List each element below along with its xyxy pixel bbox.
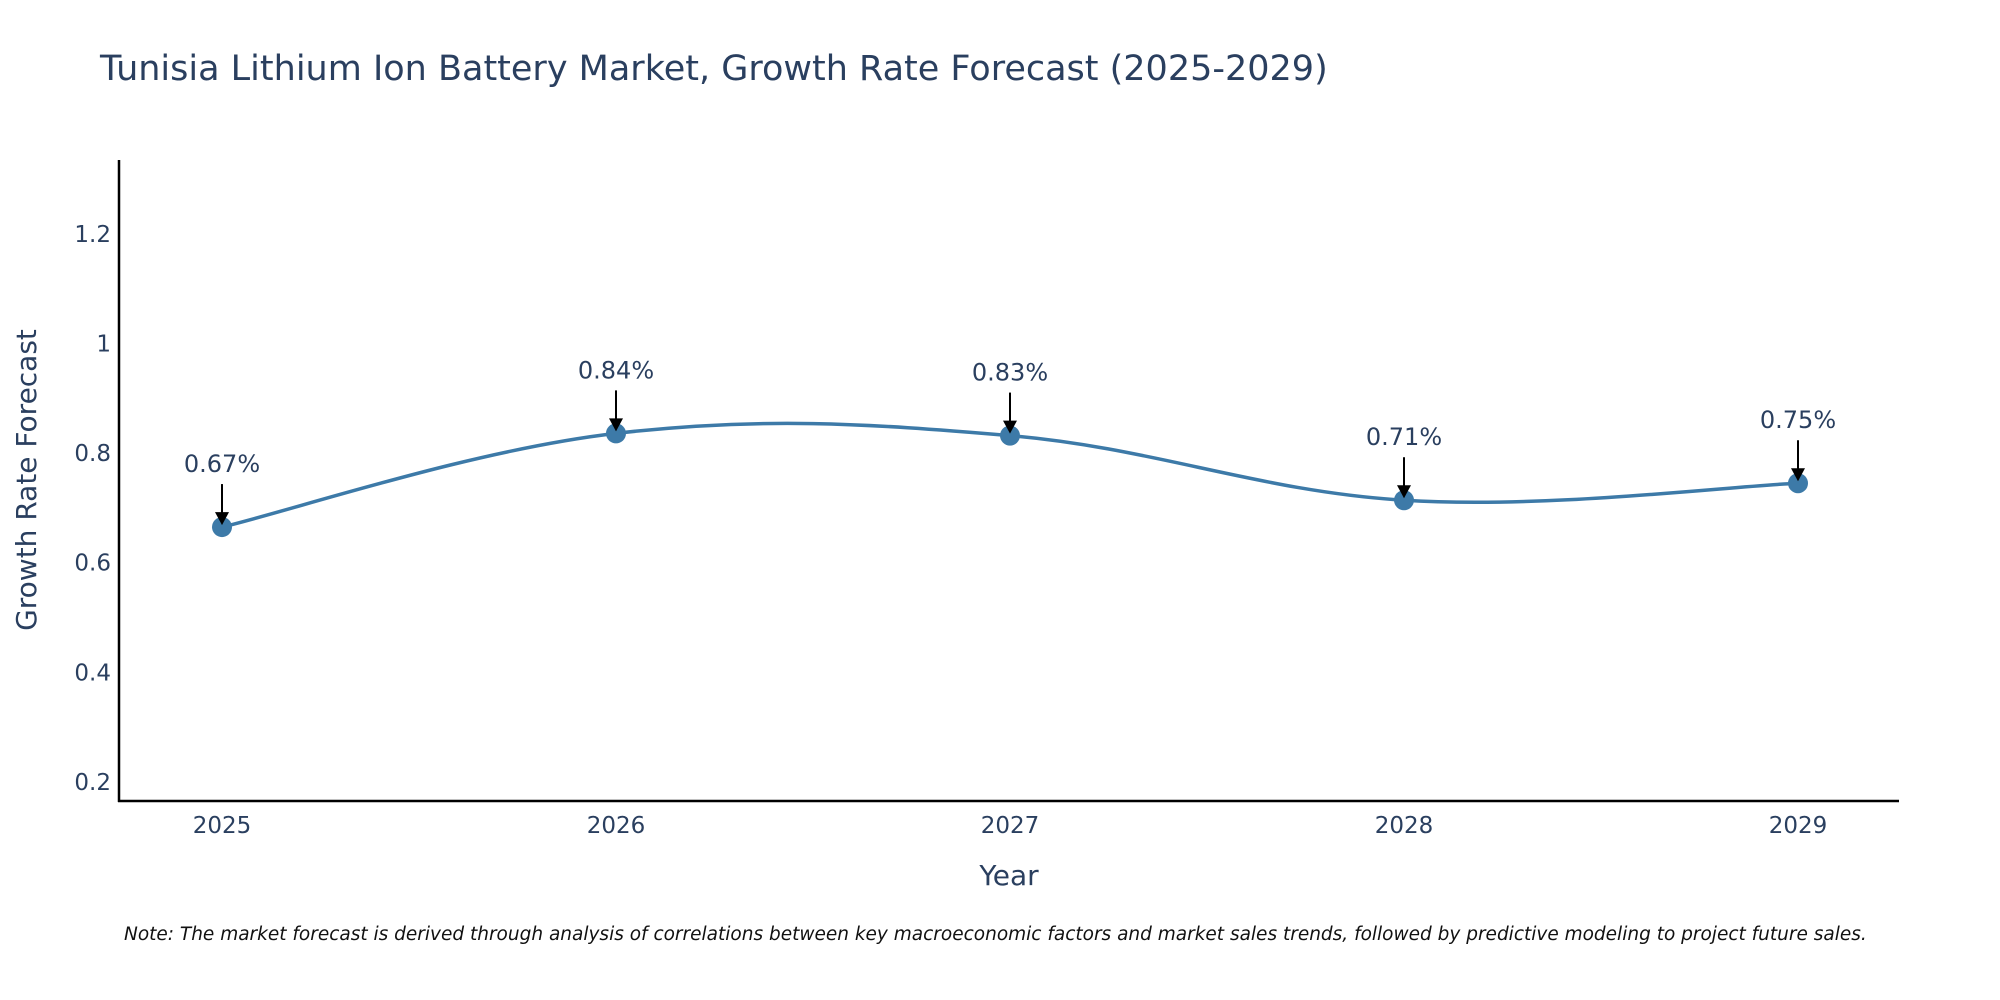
x-axis-title: Year <box>978 859 1039 892</box>
y-tick-label: 0.4 <box>74 660 111 686</box>
chart-title: Tunisia Lithium Ion Battery Market, Grow… <box>99 49 1328 89</box>
data-label: 0.67% <box>184 450 260 478</box>
y-tick-label: 0.6 <box>74 551 111 577</box>
y-axis-ticks: 0.2 0.4 0.6 0.8 1 1.2 <box>74 222 111 796</box>
y-tick-label: 1 <box>96 332 111 358</box>
data-points <box>212 423 1808 538</box>
footnote: Note: The market forecast is derived thr… <box>124 924 1867 945</box>
x-tick-label: 2025 <box>193 813 252 839</box>
data-point <box>1000 425 1020 446</box>
data-point <box>212 517 232 538</box>
y-axis-title: Growth Rate Forecast <box>10 329 43 631</box>
data-label: 0.84% <box>578 356 654 384</box>
x-axis-ticks: 2025 2026 2027 2028 2029 <box>193 813 1828 839</box>
data-label: 0.75% <box>1760 406 1836 434</box>
annotation-arrow-head <box>609 418 623 432</box>
data-annotations: 0.67% 0.84% 0.83% 0.71% 0.75% <box>184 356 1836 526</box>
x-tick-label: 2026 <box>587 813 646 839</box>
y-tick-label: 0.8 <box>74 441 111 467</box>
y-tick-label: 1.2 <box>74 222 111 248</box>
data-point <box>1394 490 1414 511</box>
data-label: 0.71% <box>1366 423 1442 451</box>
annotation-arrow-head <box>215 512 229 526</box>
x-tick-label: 2029 <box>1769 813 1828 839</box>
y-tick-label: 0.2 <box>74 770 111 796</box>
x-tick-label: 2027 <box>981 813 1040 839</box>
data-label: 0.83% <box>972 359 1048 387</box>
data-point <box>606 423 626 444</box>
x-tick-label: 2028 <box>1375 813 1434 839</box>
annotation-arrow-head <box>1397 485 1411 499</box>
data-point <box>1788 473 1808 494</box>
annotation-arrow-head <box>1791 468 1805 482</box>
annotation-arrow-head <box>1003 420 1017 434</box>
